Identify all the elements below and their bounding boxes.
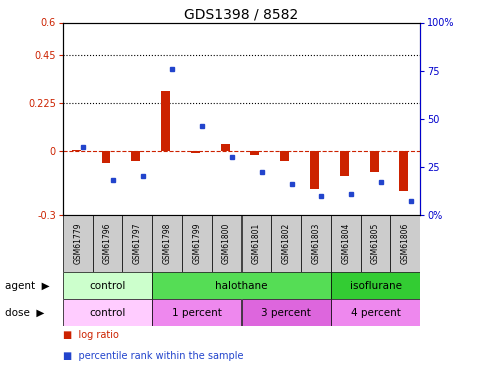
Bar: [63, 272, 152, 299]
Bar: [93, 215, 122, 272]
Text: agent  ▶: agent ▶: [5, 281, 49, 291]
Bar: [191, 151, 200, 153]
Bar: [369, 151, 379, 172]
Text: GSM61799: GSM61799: [192, 223, 201, 264]
Text: GSM61803: GSM61803: [312, 223, 320, 264]
Bar: [72, 150, 81, 151]
Text: GSM61796: GSM61796: [103, 223, 112, 264]
Bar: [131, 151, 140, 161]
Bar: [271, 215, 301, 272]
Text: dose  ▶: dose ▶: [5, 308, 44, 318]
Bar: [331, 299, 420, 326]
Text: GSM61801: GSM61801: [252, 223, 261, 264]
Bar: [122, 215, 152, 272]
Text: isoflurane: isoflurane: [350, 281, 401, 291]
Bar: [152, 215, 182, 272]
Text: GSM61802: GSM61802: [282, 223, 291, 264]
Text: 3 percent: 3 percent: [261, 308, 311, 318]
Text: GSM61797: GSM61797: [133, 223, 142, 264]
Text: GSM61800: GSM61800: [222, 223, 231, 264]
Bar: [152, 272, 331, 299]
Text: 4 percent: 4 percent: [351, 308, 400, 318]
Bar: [280, 151, 289, 161]
Bar: [361, 215, 390, 272]
Text: GSM61805: GSM61805: [371, 223, 380, 264]
Text: control: control: [89, 308, 126, 318]
Bar: [340, 151, 349, 176]
Bar: [182, 215, 212, 272]
Bar: [221, 144, 229, 151]
Text: control: control: [89, 281, 126, 291]
Bar: [390, 215, 420, 272]
Bar: [331, 215, 361, 272]
Bar: [212, 215, 242, 272]
Bar: [301, 215, 331, 272]
Text: ■  percentile rank within the sample: ■ percentile rank within the sample: [63, 351, 243, 361]
Text: GSM61779: GSM61779: [73, 223, 82, 264]
Text: GSM61798: GSM61798: [163, 223, 171, 264]
Text: GSM61804: GSM61804: [341, 223, 350, 264]
Text: ■  log ratio: ■ log ratio: [63, 330, 119, 340]
Bar: [399, 151, 408, 191]
Bar: [161, 91, 170, 151]
Bar: [152, 299, 242, 326]
Bar: [331, 272, 420, 299]
Text: 1 percent: 1 percent: [172, 308, 222, 318]
Bar: [242, 215, 271, 272]
Bar: [242, 299, 331, 326]
Bar: [251, 151, 259, 155]
Bar: [63, 299, 152, 326]
Text: halothane: halothane: [215, 281, 268, 291]
Bar: [63, 215, 93, 272]
Text: GSM61806: GSM61806: [401, 223, 410, 264]
Title: GDS1398 / 8582: GDS1398 / 8582: [185, 8, 298, 21]
Bar: [310, 151, 319, 189]
Bar: [101, 151, 111, 164]
